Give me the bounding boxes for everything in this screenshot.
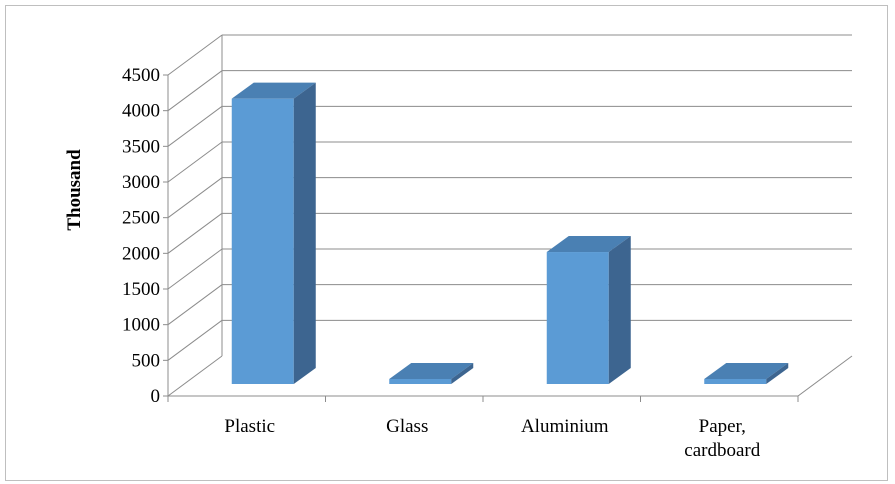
bar-side bbox=[451, 363, 474, 384]
bar-top bbox=[231, 82, 316, 99]
bar-front bbox=[546, 252, 609, 384]
gridline-side bbox=[167, 248, 223, 290]
x-category-label: Aluminium bbox=[521, 416, 609, 437]
bar-top bbox=[389, 363, 474, 379]
bar-side bbox=[293, 82, 316, 385]
bar-front bbox=[389, 379, 452, 384]
y-tick-label: 0 bbox=[151, 386, 161, 407]
gridline-side bbox=[167, 355, 223, 397]
axes bbox=[163, 35, 853, 402]
y-tick-label: 3500 bbox=[122, 136, 160, 157]
gridline-side bbox=[167, 105, 223, 147]
x-category-label-line: Paper, bbox=[699, 416, 746, 437]
x-category-label: Glass bbox=[386, 416, 428, 437]
gridlines bbox=[167, 34, 852, 397]
y-tick-label: 3000 bbox=[122, 172, 160, 193]
y-tick-label: 2000 bbox=[122, 243, 160, 264]
bars bbox=[231, 82, 789, 385]
x-category-label-line: Plastic bbox=[224, 416, 275, 437]
gridline-side bbox=[167, 141, 223, 183]
gridline-side bbox=[167, 177, 223, 219]
y-tick-label: 4500 bbox=[122, 65, 160, 86]
labels: 0 500 1000 1500 2000 2500 3000 3500 4000 4500 Plas… bbox=[122, 65, 761, 461]
y-tick-label: 1000 bbox=[122, 315, 160, 336]
y-tick-label: 2500 bbox=[122, 208, 160, 229]
gridline-side bbox=[167, 34, 223, 76]
gridline-side bbox=[167, 212, 223, 254]
bar-top bbox=[546, 236, 631, 253]
x-category-label: Plastic bbox=[224, 416, 275, 437]
y-tick-label: 1500 bbox=[122, 279, 160, 300]
bar-side bbox=[608, 236, 631, 384]
bar-front bbox=[231, 98, 294, 385]
bar-top bbox=[704, 363, 789, 379]
x-category-label-line: cardboard bbox=[684, 440, 760, 461]
gridline-side bbox=[167, 284, 223, 326]
x-category-label-line: Glass bbox=[386, 416, 428, 437]
gridline-side bbox=[167, 319, 223, 361]
gridline-side bbox=[167, 70, 223, 112]
y-tick-label: 500 bbox=[132, 350, 161, 371]
x-category-label-line: Aluminium bbox=[521, 416, 609, 437]
chart-area bbox=[5, 5, 888, 481]
bar-front bbox=[704, 379, 767, 384]
x-category-label: Paper, cardboard bbox=[684, 416, 760, 461]
y-axis-title: Thousand bbox=[64, 149, 85, 231]
y-tick-label: 4000 bbox=[122, 101, 160, 122]
bar-side bbox=[766, 363, 789, 384]
